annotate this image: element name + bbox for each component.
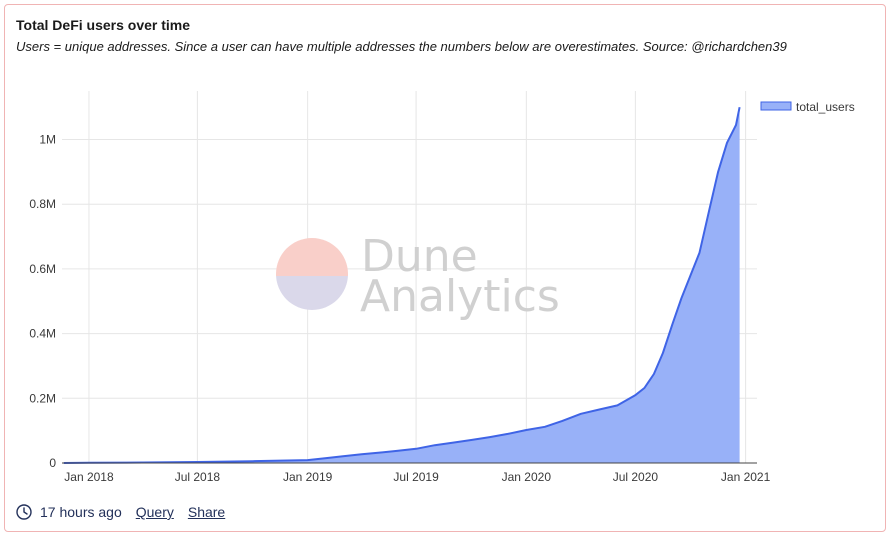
last-updated: 17 hours ago — [40, 504, 122, 520]
clock-icon — [16, 504, 32, 520]
axes: 0 0.2M 0.4M 0.6M 0.8M 1M Jan 2018 Jul 2018 Jan 2… — [29, 133, 770, 484]
series-line-total-users — [63, 107, 741, 464]
y-tick-label: 0.8M — [29, 197, 56, 211]
card-footer: 17 hours ago Query Share — [16, 504, 225, 520]
legend-swatch-total-users — [760, 101, 792, 111]
share-link[interactable]: Share — [187, 504, 226, 520]
watermark-logo-top — [276, 238, 348, 276]
y-tick-label: 1M — [39, 133, 56, 147]
series-total-users — [63, 107, 741, 464]
x-tick-label: Jan 2020 — [502, 470, 552, 484]
y-tick-label: 0.4M — [29, 327, 56, 341]
y-tick-label: 0 — [49, 456, 56, 470]
x-tick-label: Jan 2018 — [64, 470, 114, 484]
legend[interactable]: total_users — [760, 100, 855, 114]
chart-subtitle: Users = unique addresses. Since a user c… — [16, 39, 787, 54]
watermark-logo-bottom — [276, 276, 348, 310]
watermark-line2: Analytics — [360, 271, 560, 322]
grid — [62, 91, 757, 463]
legend-label-total-users: total_users — [796, 100, 855, 114]
x-tick-label: Jul 2019 — [393, 470, 439, 484]
x-tick-label: Jan 2021 — [721, 470, 771, 484]
watermark-line1: Dune — [361, 231, 478, 282]
chart-title: Total DeFi users over time — [16, 17, 191, 33]
query-link[interactable]: Query — [135, 504, 174, 520]
y-tick-label: 0.6M — [29, 262, 56, 276]
x-tick-label: Jul 2020 — [613, 470, 659, 484]
chart-card: Total DeFi users over time Users = uniqu… — [4, 4, 886, 532]
x-tick-label: Jul 2018 — [175, 470, 221, 484]
area-fill-total-users — [63, 107, 740, 463]
area-chart: Dune Analytics 0 0.2M 0.4M 0.6M 0.8M 1M Jan 20… — [29, 91, 855, 484]
dune-analytics-watermark: Dune Analytics — [276, 231, 560, 322]
y-tick-label: 0.2M — [29, 391, 56, 405]
x-tick-label: Jan 2019 — [283, 470, 333, 484]
